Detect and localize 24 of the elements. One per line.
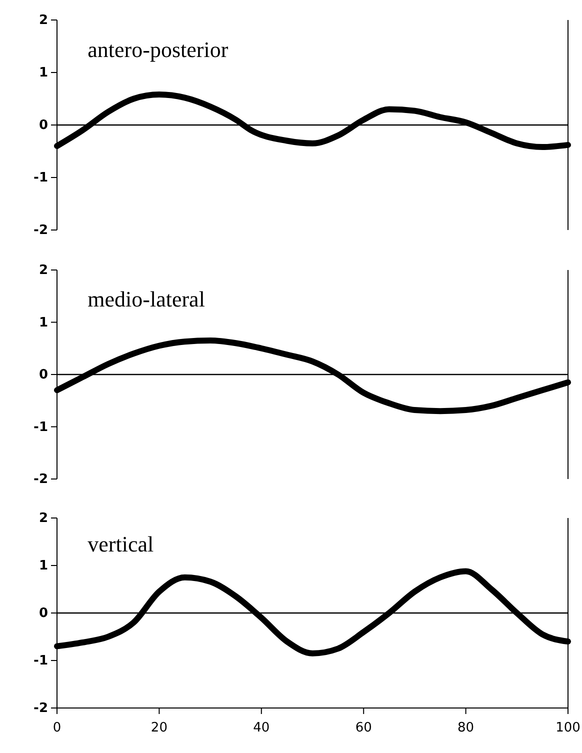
y-tick-label: 1 [38,66,48,81]
y-tick-label: -1 [34,420,48,435]
y-tick-label: 0 [38,368,48,383]
text: medio-lateral [88,286,205,312]
y-tick-label: -2 [34,472,48,488]
x-tick-label: 80 [458,720,474,736]
text: vertical [88,531,154,556]
y-tick-label: 1 [38,558,48,574]
y-tick-label: 2 [38,263,48,278]
y-tick-label: 2 [38,511,48,526]
y-tick-label: -1 [34,654,48,669]
y-tick-label: 2 [38,13,48,28]
y-tick-label: -1 [34,170,48,186]
text: antero-posterior [88,36,229,62]
y-tick-label: -2 [34,701,48,716]
x-tick-label: 100 [556,720,580,736]
x-tick-label: 40 [253,720,270,736]
y-tick-label: -2 [34,223,48,238]
x-tick-label: 60 [355,720,372,736]
x-tick-label: 20 [150,720,168,736]
y-tick-label: 0 [38,118,48,134]
x-tick-label: 0 [52,720,62,736]
y-tick-label: 0 [38,606,48,622]
y-tick-label: 1 [38,315,48,330]
